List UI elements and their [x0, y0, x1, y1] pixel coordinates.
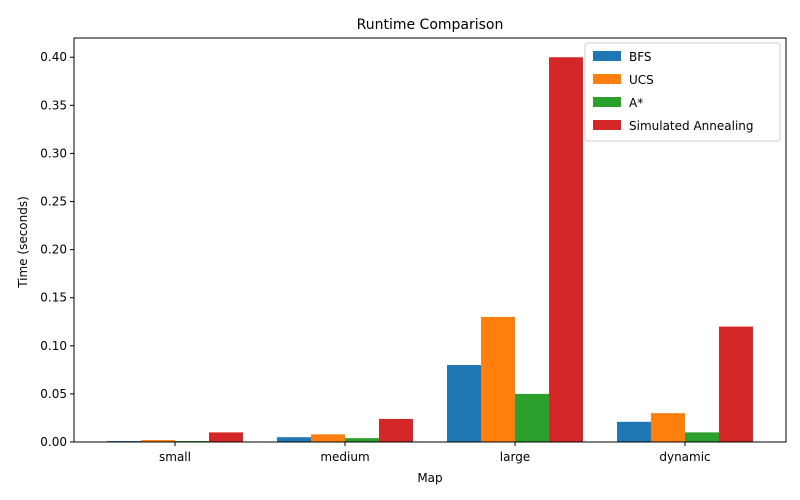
legend-swatch — [593, 97, 621, 107]
y-tick-label: 0.00 — [40, 435, 67, 449]
plot-area — [73, 37, 787, 443]
bar-bfs-medium — [277, 437, 311, 442]
y-axis-label: Time (seconds) — [16, 196, 30, 289]
y-axis: 0.00 0.05 0.10 0.15 0.20 0.25 0.30 0.35 0.40 — [40, 50, 74, 449]
bar-ucs-small — [141, 440, 175, 442]
bar-ucs-large — [481, 316, 515, 442]
bar-ucs-medium — [311, 434, 345, 442]
legend-label: BFS — [629, 50, 652, 64]
legend-label: Simulated Annealing — [629, 119, 754, 133]
y-tick-label: 0.35 — [40, 98, 67, 112]
x-tick-label: small — [159, 450, 191, 464]
x-tick-label: medium — [320, 450, 369, 464]
bar-simulated-annealing-dynamic — [719, 326, 753, 442]
bar-bfs-large — [447, 365, 481, 442]
y-tick-label: 0.15 — [40, 291, 67, 305]
plot-frame — [73, 37, 787, 443]
x-axis-label: Map — [417, 471, 442, 485]
legend-label: A* — [629, 96, 643, 110]
legend-swatch — [593, 51, 621, 61]
bar-simulated-annealing-medium — [379, 418, 413, 442]
legend: BFS UCS A* Simulated Annealing — [584, 42, 781, 142]
x-tick-label: large — [500, 450, 530, 464]
y-tick-label: 0.25 — [40, 195, 67, 209]
bar-a--medium — [345, 438, 379, 442]
y-tick-label: 0.20 — [40, 243, 67, 257]
x-axis: small medium large dynamic — [159, 442, 711, 464]
bar-simulated-annealing-large — [549, 57, 583, 442]
x-tick-label: dynamic — [659, 450, 710, 464]
y-tick-label: 0.40 — [40, 50, 67, 64]
y-tick-label: 0.05 — [40, 387, 67, 401]
legend-label: UCS — [629, 73, 654, 87]
bar-ucs-dynamic — [651, 413, 685, 442]
y-tick-label: 0.10 — [40, 339, 67, 353]
bar-a--large — [515, 393, 549, 442]
legend-swatch — [593, 74, 621, 84]
legend-box — [584, 42, 781, 142]
legend-swatch — [593, 120, 621, 130]
bar-bfs-dynamic — [617, 421, 651, 442]
y-tick-label: 0.30 — [40, 146, 67, 160]
bar-simulated-annealing-small — [209, 432, 243, 442]
chart-title: Runtime Comparison — [357, 17, 504, 33]
bar-a--dynamic — [685, 432, 719, 442]
